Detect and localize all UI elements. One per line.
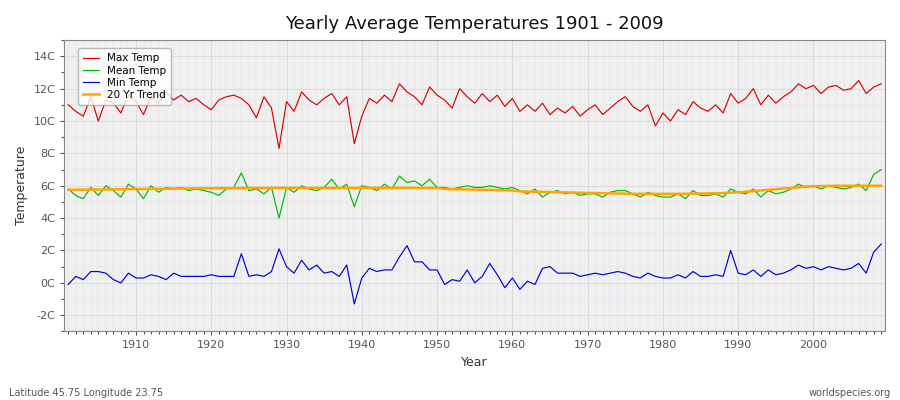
Y-axis label: Temperature: Temperature <box>15 146 28 226</box>
20 Yr Trend <box>507 188 517 193</box>
Min Temp <box>605 271 616 276</box>
Line: Max Temp: Max Temp <box>68 80 881 148</box>
Min Temp <box>515 287 526 292</box>
Mean Temp <box>507 185 517 190</box>
Mean Temp <box>296 183 307 188</box>
Legend: Max Temp, Mean Temp, Min Temp, 20 Yr Trend: Max Temp, Mean Temp, Min Temp, 20 Yr Tre… <box>78 48 171 105</box>
Min Temp <box>289 271 300 276</box>
X-axis label: Year: Year <box>462 356 488 369</box>
Line: 20 Yr Trend: 20 Yr Trend <box>68 186 881 194</box>
Max Temp <box>123 93 134 98</box>
20 Yr Trend <box>598 191 608 196</box>
Line: Mean Temp: Mean Temp <box>68 170 881 218</box>
20 Yr Trend <box>627 192 638 196</box>
Mean Temp <box>63 187 74 192</box>
20 Yr Trend <box>123 187 134 192</box>
Min Temp <box>334 274 345 279</box>
20 Yr Trend <box>500 188 510 193</box>
Min Temp <box>123 271 134 276</box>
Mean Temp <box>341 182 352 186</box>
Min Temp <box>63 282 74 287</box>
20 Yr Trend <box>831 183 842 188</box>
Min Temp <box>876 242 886 246</box>
Title: Yearly Average Temperatures 1901 - 2009: Yearly Average Temperatures 1901 - 2009 <box>285 15 664 33</box>
Mean Temp <box>274 216 284 220</box>
Mean Temp <box>605 190 616 195</box>
20 Yr Trend <box>876 183 886 188</box>
Line: Min Temp: Min Temp <box>68 244 881 304</box>
20 Yr Trend <box>289 186 300 190</box>
Max Temp <box>296 90 307 94</box>
Text: Latitude 45.75 Longitude 23.75: Latitude 45.75 Longitude 23.75 <box>9 388 163 398</box>
Max Temp <box>63 102 74 107</box>
Mean Temp <box>876 167 886 172</box>
Max Temp <box>876 82 886 86</box>
Max Temp <box>605 106 616 110</box>
Max Temp <box>515 109 526 114</box>
Mean Temp <box>515 188 526 193</box>
Max Temp <box>853 78 864 83</box>
Max Temp <box>341 94 352 99</box>
Max Temp <box>274 146 284 151</box>
Min Temp <box>507 276 517 280</box>
20 Yr Trend <box>63 188 74 192</box>
Mean Temp <box>123 182 134 186</box>
Max Temp <box>507 96 517 101</box>
Min Temp <box>349 302 360 306</box>
20 Yr Trend <box>334 186 345 190</box>
Text: worldspecies.org: worldspecies.org <box>809 388 891 398</box>
